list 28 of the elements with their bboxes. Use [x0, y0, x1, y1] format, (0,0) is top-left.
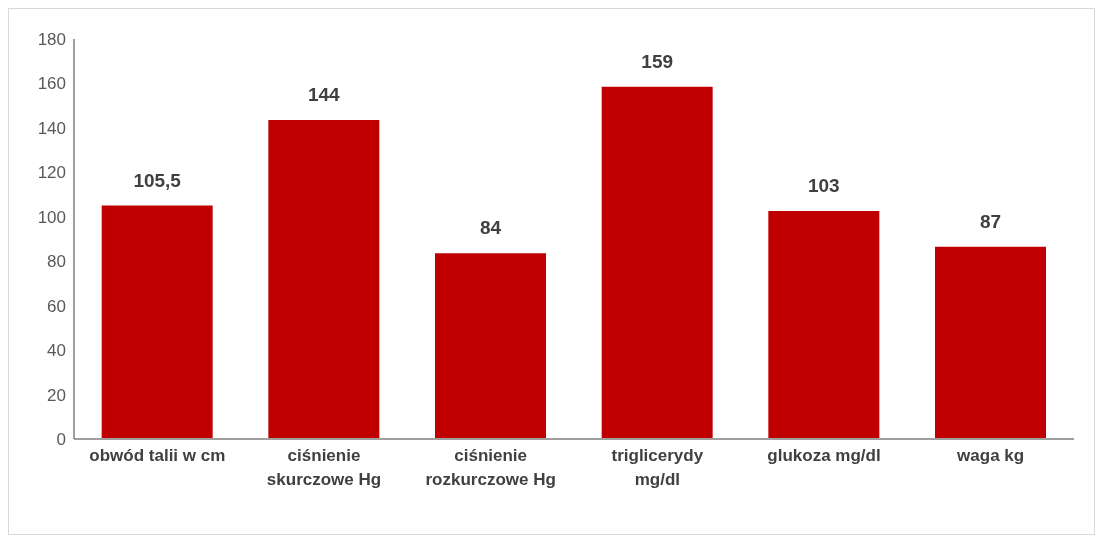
data-label: 159 — [641, 50, 674, 72]
bar — [766, 209, 882, 439]
x-tick-label: waga kg — [956, 446, 1025, 465]
bar — [433, 251, 548, 439]
y-tick-label: 40 — [47, 341, 66, 361]
data-label: 105,5 — [133, 169, 182, 191]
x-tick-label: ciśnienie skurczowe Hg — [266, 446, 382, 489]
data-label: 84 — [479, 217, 502, 239]
x-tick-label: ciśnienie rozkurczowe Hg — [425, 446, 556, 489]
y-tick-label: 80 — [47, 252, 66, 272]
x-tick-label: triglicerydy mg/dl — [611, 446, 704, 489]
x-tick-label: glukoza mg/dl — [767, 446, 881, 465]
data-label: 144 — [307, 84, 341, 105]
y-tick-label: 0 — [56, 430, 66, 450]
x-tick-label: obwód talii w cm — [89, 446, 226, 465]
y-tick-label: 100 — [37, 207, 66, 227]
bar — [99, 203, 215, 439]
y-tick-label: 20 — [47, 385, 66, 405]
bar — [933, 244, 1048, 439]
y-tick-label: 180 — [37, 30, 66, 50]
y-tick-label: 120 — [37, 163, 66, 183]
data-label: 103 — [807, 175, 840, 197]
bar — [599, 84, 715, 439]
y-tick-label: 140 — [37, 118, 66, 138]
y-tick-label: 160 — [37, 74, 66, 94]
data-label: 87 — [979, 210, 1002, 232]
bar — [266, 118, 382, 439]
y-tick-label: 60 — [47, 296, 66, 316]
